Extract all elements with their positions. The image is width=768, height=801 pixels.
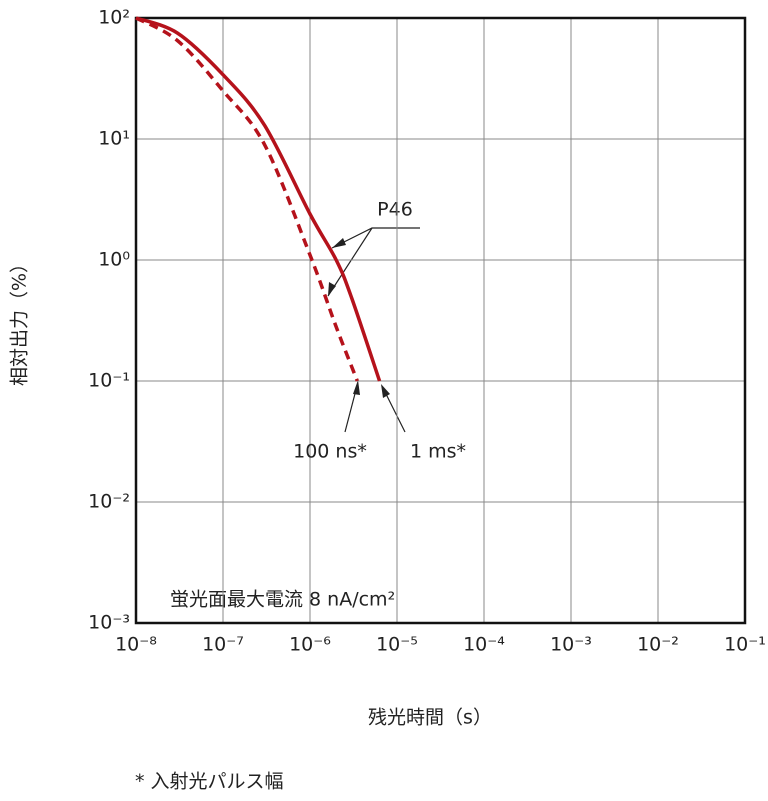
arrowhead <box>381 384 390 398</box>
x-tick-label: 10⁻⁸ <box>115 634 157 656</box>
y-tick-label: 10⁻³ <box>88 612 130 634</box>
line <box>135 16 359 382</box>
series-label: 100 ns* <box>293 441 367 463</box>
line <box>135 16 382 382</box>
annotation-arrows <box>327 227 420 433</box>
arrowhead <box>332 238 346 248</box>
series-label: 1 ms* <box>410 441 466 463</box>
y-axis-label: 相対出力（%） <box>9 254 31 386</box>
x-axis-label: 残光時間（s） <box>368 707 492 729</box>
y-tick-label: 10² <box>98 7 130 29</box>
x-tick-label: 10⁻³ <box>550 634 592 656</box>
x-tick-label: 10⁻⁷ <box>202 634 244 656</box>
annotation: P46 <box>377 199 413 221</box>
x-tick-label: 10⁻⁶ <box>289 634 331 656</box>
arrowhead <box>328 282 336 296</box>
arrow <box>383 389 406 433</box>
y-tick-label: 10¹ <box>98 128 130 150</box>
x-tick-label: 10⁻⁵ <box>376 634 418 656</box>
arrow <box>327 227 373 297</box>
x-tick-label: 10⁻¹ <box>724 634 766 656</box>
x-tick-label: 10⁻² <box>637 634 679 656</box>
y-tick-label: 10⁻² <box>88 491 130 513</box>
arrowheads <box>328 238 390 398</box>
footnote: * 入射光パルス幅 <box>135 771 284 793</box>
arrowhead <box>353 380 360 395</box>
annotation: 蛍光面最大電流 8 nA/cm² <box>170 589 395 611</box>
x-tick-label: 10⁻⁴ <box>463 634 505 656</box>
plot-frame <box>134 16 747 625</box>
y-tick-label: 10⁰ <box>98 249 130 271</box>
y-tick-label: 10⁻¹ <box>88 370 130 392</box>
